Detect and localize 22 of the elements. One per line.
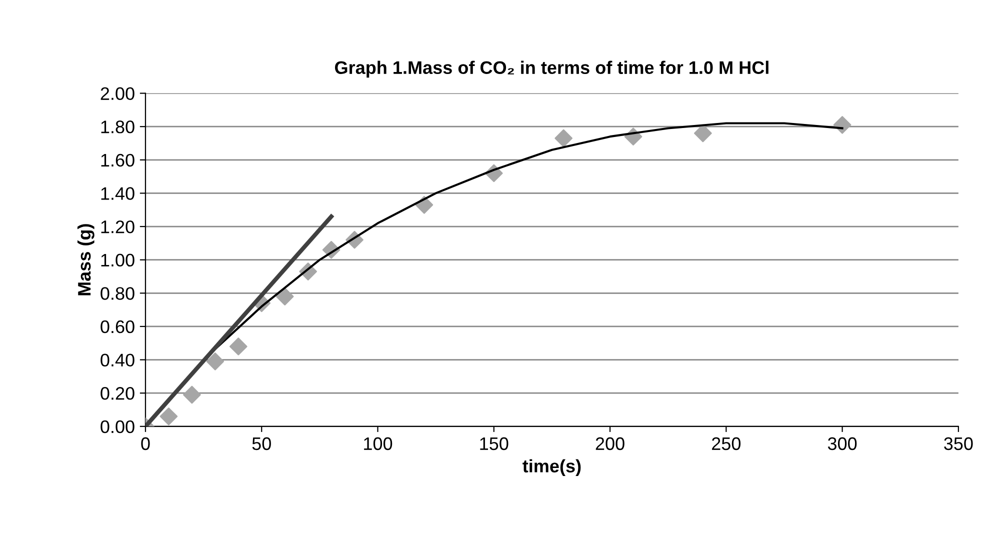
y-tick-label: 1.00	[101, 254, 134, 267]
x-tick-label: 350	[944, 437, 973, 450]
x-tick-label: 250	[712, 437, 741, 450]
y-tick-label: 0.60	[100, 320, 134, 334]
x-tick-label: 150	[480, 437, 508, 450]
x-tick-label: 0	[141, 437, 150, 450]
y-tick-label: 1.20	[101, 220, 134, 234]
chart-title: Graph 1.Mass of CO₂ in terms of time for 1.0 M HCl	[335, 60, 768, 78]
x-axis-title: time(s)	[522, 459, 581, 476]
y-tick-label: 1.60	[101, 154, 134, 167]
x-tick-label: 200	[596, 437, 624, 450]
y-tick-label: 1.80	[101, 120, 134, 134]
y-axis-title: Mass (g)	[77, 224, 94, 296]
x-tick-label: 50	[252, 437, 271, 450]
y-tick-label: 0.20	[100, 387, 134, 400]
y-tick-label: 1.40	[101, 187, 134, 200]
y-tick-label: 0.80	[100, 287, 134, 300]
y-tick-label: 0.40	[100, 354, 134, 366]
y-tick-label: 2.00	[100, 87, 134, 100]
x-tick-label: 300	[828, 437, 857, 450]
x-tick-label: 100	[364, 437, 392, 450]
y-tick-label: 0.00	[100, 420, 134, 434]
